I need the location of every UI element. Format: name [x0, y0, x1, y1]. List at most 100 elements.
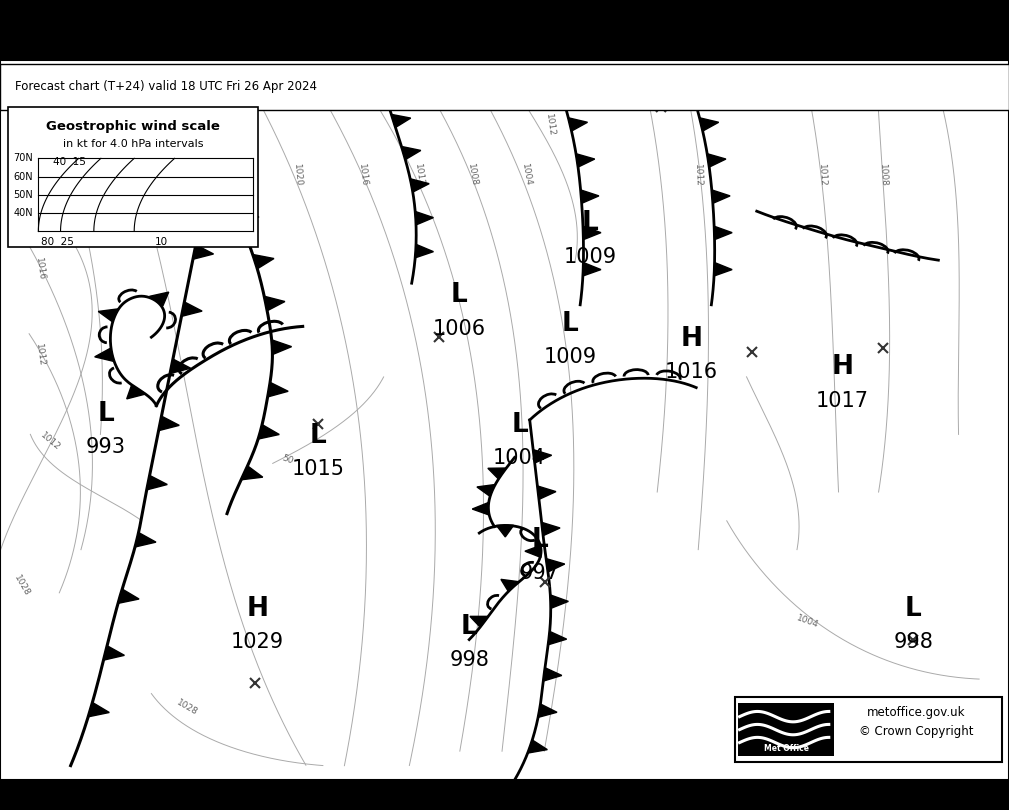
- Polygon shape: [525, 545, 541, 557]
- Polygon shape: [253, 254, 274, 269]
- Polygon shape: [158, 416, 180, 431]
- Polygon shape: [118, 589, 139, 603]
- Polygon shape: [500, 579, 519, 591]
- Text: L: L: [461, 614, 477, 640]
- Text: 40  15: 40 15: [53, 157, 87, 167]
- Text: 1028: 1028: [12, 573, 32, 598]
- Polygon shape: [258, 424, 279, 439]
- Text: 70N: 70N: [13, 153, 33, 164]
- Text: 1006: 1006: [433, 318, 485, 339]
- Polygon shape: [416, 245, 434, 258]
- Text: L: L: [451, 283, 467, 309]
- Text: L: L: [512, 412, 528, 438]
- Text: 1024: 1024: [140, 164, 152, 187]
- Polygon shape: [224, 172, 245, 186]
- Text: 1012: 1012: [34, 343, 46, 367]
- Text: 10: 10: [154, 237, 167, 247]
- Text: 998: 998: [449, 650, 489, 670]
- Text: 1004: 1004: [795, 613, 819, 629]
- Polygon shape: [104, 646, 124, 660]
- Polygon shape: [542, 522, 560, 535]
- Text: Met Office: Met Office: [764, 744, 809, 753]
- Bar: [735, 697, 1002, 762]
- Polygon shape: [707, 154, 725, 167]
- Polygon shape: [237, 213, 259, 228]
- Text: L: L: [905, 595, 921, 621]
- Polygon shape: [95, 348, 114, 361]
- Polygon shape: [583, 262, 601, 276]
- Polygon shape: [264, 296, 285, 311]
- Bar: [8, 107, 258, 247]
- Text: 1009: 1009: [564, 246, 616, 266]
- Polygon shape: [391, 114, 411, 127]
- Polygon shape: [98, 309, 118, 322]
- Text: Geostrophic wind scale: Geostrophic wind scale: [46, 120, 220, 133]
- Text: 1004: 1004: [493, 448, 546, 468]
- Polygon shape: [411, 179, 429, 192]
- Text: 40N: 40N: [14, 208, 33, 218]
- Polygon shape: [538, 486, 556, 500]
- Text: L: L: [582, 211, 598, 237]
- Polygon shape: [533, 450, 552, 463]
- Polygon shape: [550, 595, 568, 608]
- Text: 1016: 1016: [357, 164, 369, 187]
- Polygon shape: [127, 385, 145, 399]
- Polygon shape: [711, 190, 731, 203]
- Polygon shape: [470, 616, 488, 627]
- Polygon shape: [546, 559, 565, 572]
- Text: 1020: 1020: [60, 113, 72, 137]
- Text: 1008: 1008: [466, 163, 478, 187]
- Text: 1028: 1028: [175, 698, 199, 718]
- Bar: [0, 64, 1009, 110]
- Text: 1009: 1009: [544, 347, 596, 368]
- Text: L: L: [310, 423, 326, 449]
- Text: 1012: 1012: [544, 113, 556, 137]
- Polygon shape: [714, 226, 733, 240]
- Polygon shape: [193, 245, 214, 259]
- Text: 1012: 1012: [413, 164, 425, 187]
- Polygon shape: [416, 211, 434, 225]
- Polygon shape: [271, 340, 292, 355]
- Text: 1015: 1015: [292, 459, 344, 479]
- Text: 60N: 60N: [14, 172, 33, 181]
- Polygon shape: [267, 382, 289, 397]
- Text: 993: 993: [86, 437, 126, 458]
- Text: in kt for 4.0 hPa intervals: in kt for 4.0 hPa intervals: [63, 139, 204, 149]
- Polygon shape: [146, 475, 167, 490]
- Polygon shape: [170, 359, 191, 373]
- Text: H: H: [246, 595, 268, 621]
- Text: 998: 998: [893, 632, 933, 652]
- Polygon shape: [528, 740, 547, 753]
- Text: 80  25: 80 25: [41, 237, 75, 247]
- Polygon shape: [477, 484, 494, 497]
- Text: 1016: 1016: [665, 362, 717, 382]
- Polygon shape: [241, 466, 262, 480]
- Polygon shape: [580, 190, 599, 203]
- Polygon shape: [488, 468, 507, 479]
- Polygon shape: [568, 117, 587, 131]
- Polygon shape: [402, 147, 421, 160]
- Text: 1012: 1012: [38, 431, 63, 453]
- Text: 1017: 1017: [816, 390, 869, 411]
- Text: 1012: 1012: [693, 164, 703, 187]
- Polygon shape: [548, 631, 567, 645]
- Polygon shape: [538, 704, 557, 718]
- Text: 1004: 1004: [521, 163, 533, 187]
- Text: 1008: 1008: [878, 164, 888, 187]
- Polygon shape: [149, 292, 169, 306]
- Polygon shape: [543, 667, 562, 681]
- Text: 50N: 50N: [13, 190, 33, 200]
- Text: L: L: [98, 401, 114, 427]
- Polygon shape: [135, 532, 156, 547]
- Polygon shape: [472, 503, 488, 515]
- Polygon shape: [576, 154, 594, 167]
- Polygon shape: [583, 226, 601, 240]
- Text: metoffice.gov.uk
© Crown Copyright: metoffice.gov.uk © Crown Copyright: [859, 706, 974, 738]
- Text: 1012: 1012: [817, 164, 827, 187]
- Text: L: L: [532, 527, 548, 553]
- Polygon shape: [88, 702, 109, 717]
- Polygon shape: [205, 188, 225, 202]
- Polygon shape: [699, 117, 718, 131]
- Text: 1020: 1020: [293, 164, 303, 187]
- Polygon shape: [714, 262, 733, 276]
